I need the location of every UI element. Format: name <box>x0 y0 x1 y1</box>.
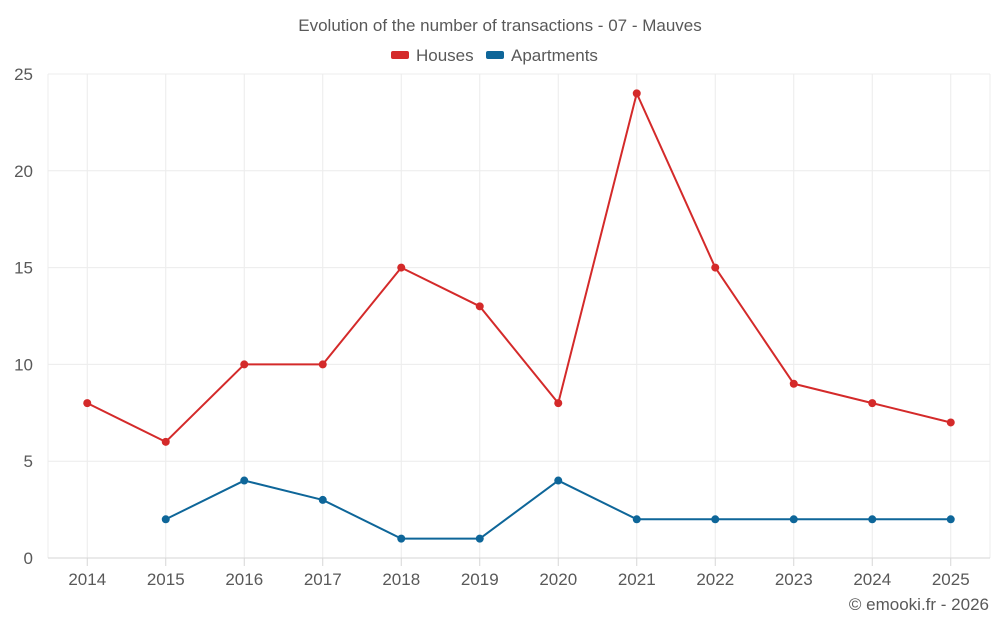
y-tick-label: 25 <box>14 65 33 84</box>
data-point-houses[interactable] <box>632 89 641 98</box>
data-point-houses[interactable] <box>789 379 798 388</box>
data-point-apartments[interactable] <box>946 515 955 524</box>
x-tick-label: 2025 <box>932 570 970 589</box>
data-point-houses[interactable] <box>161 437 170 446</box>
x-axis-ticks: 2014 2015 2016 2017 2018 2019 2020 2021 2022 2023… <box>68 558 970 589</box>
data-point-apartments[interactable] <box>868 515 877 524</box>
data-point-apartments[interactable] <box>554 476 563 485</box>
x-tick-label: 2021 <box>618 570 656 589</box>
y-tick-label: 15 <box>14 259 33 278</box>
data-point-apartments[interactable] <box>711 515 720 524</box>
legend-swatch-apartments <box>486 51 504 59</box>
data-point-houses[interactable] <box>83 399 92 408</box>
x-tick-label: 2023 <box>775 570 813 589</box>
x-tick-label: 2014 <box>68 570 106 589</box>
data-point-houses[interactable] <box>475 302 484 311</box>
data-point-apartments[interactable] <box>240 476 249 485</box>
y-tick-label: 20 <box>14 162 33 181</box>
data-point-houses[interactable] <box>711 263 720 272</box>
data-point-houses[interactable] <box>318 360 327 369</box>
gridlines <box>47 73 991 558</box>
data-point-houses[interactable] <box>240 360 249 369</box>
legend-label-houses[interactable]: Houses <box>416 46 474 65</box>
series-group <box>83 89 955 543</box>
y-tick-label: 0 <box>24 549 33 568</box>
data-point-houses[interactable] <box>397 263 406 272</box>
x-tick-label: 2022 <box>696 570 734 589</box>
data-point-apartments[interactable] <box>318 495 327 504</box>
data-point-apartments[interactable] <box>397 534 406 543</box>
credit-text: © emooki.fr - 2026 <box>849 595 989 614</box>
y-tick-label: 5 <box>24 452 33 471</box>
legend-label-apartments[interactable]: Apartments <box>511 46 598 65</box>
x-tick-label: 2015 <box>147 570 185 589</box>
data-point-houses[interactable] <box>868 399 877 408</box>
x-tick-label: 2016 <box>225 570 263 589</box>
legend: Houses Apartments <box>391 46 598 65</box>
x-tick-label: 2017 <box>304 570 342 589</box>
data-point-apartments[interactable] <box>161 515 170 524</box>
x-tick-label: 2020 <box>539 570 577 589</box>
x-tick-label: 2024 <box>853 570 891 589</box>
x-tick-label: 2018 <box>382 570 420 589</box>
data-point-houses[interactable] <box>946 418 955 427</box>
data-point-apartments[interactable] <box>475 534 484 543</box>
data-point-apartments[interactable] <box>789 515 798 524</box>
data-point-apartments[interactable] <box>632 515 641 524</box>
data-point-houses[interactable] <box>554 399 563 408</box>
legend-swatch-houses <box>391 51 409 59</box>
chart-title: Evolution of the number of transactions … <box>298 16 701 35</box>
x-tick-label: 2019 <box>461 570 499 589</box>
y-axis-ticks: 0 5 10 15 20 25 <box>14 65 33 568</box>
series-line-houses <box>86 92 951 443</box>
y-tick-label: 10 <box>14 355 33 374</box>
